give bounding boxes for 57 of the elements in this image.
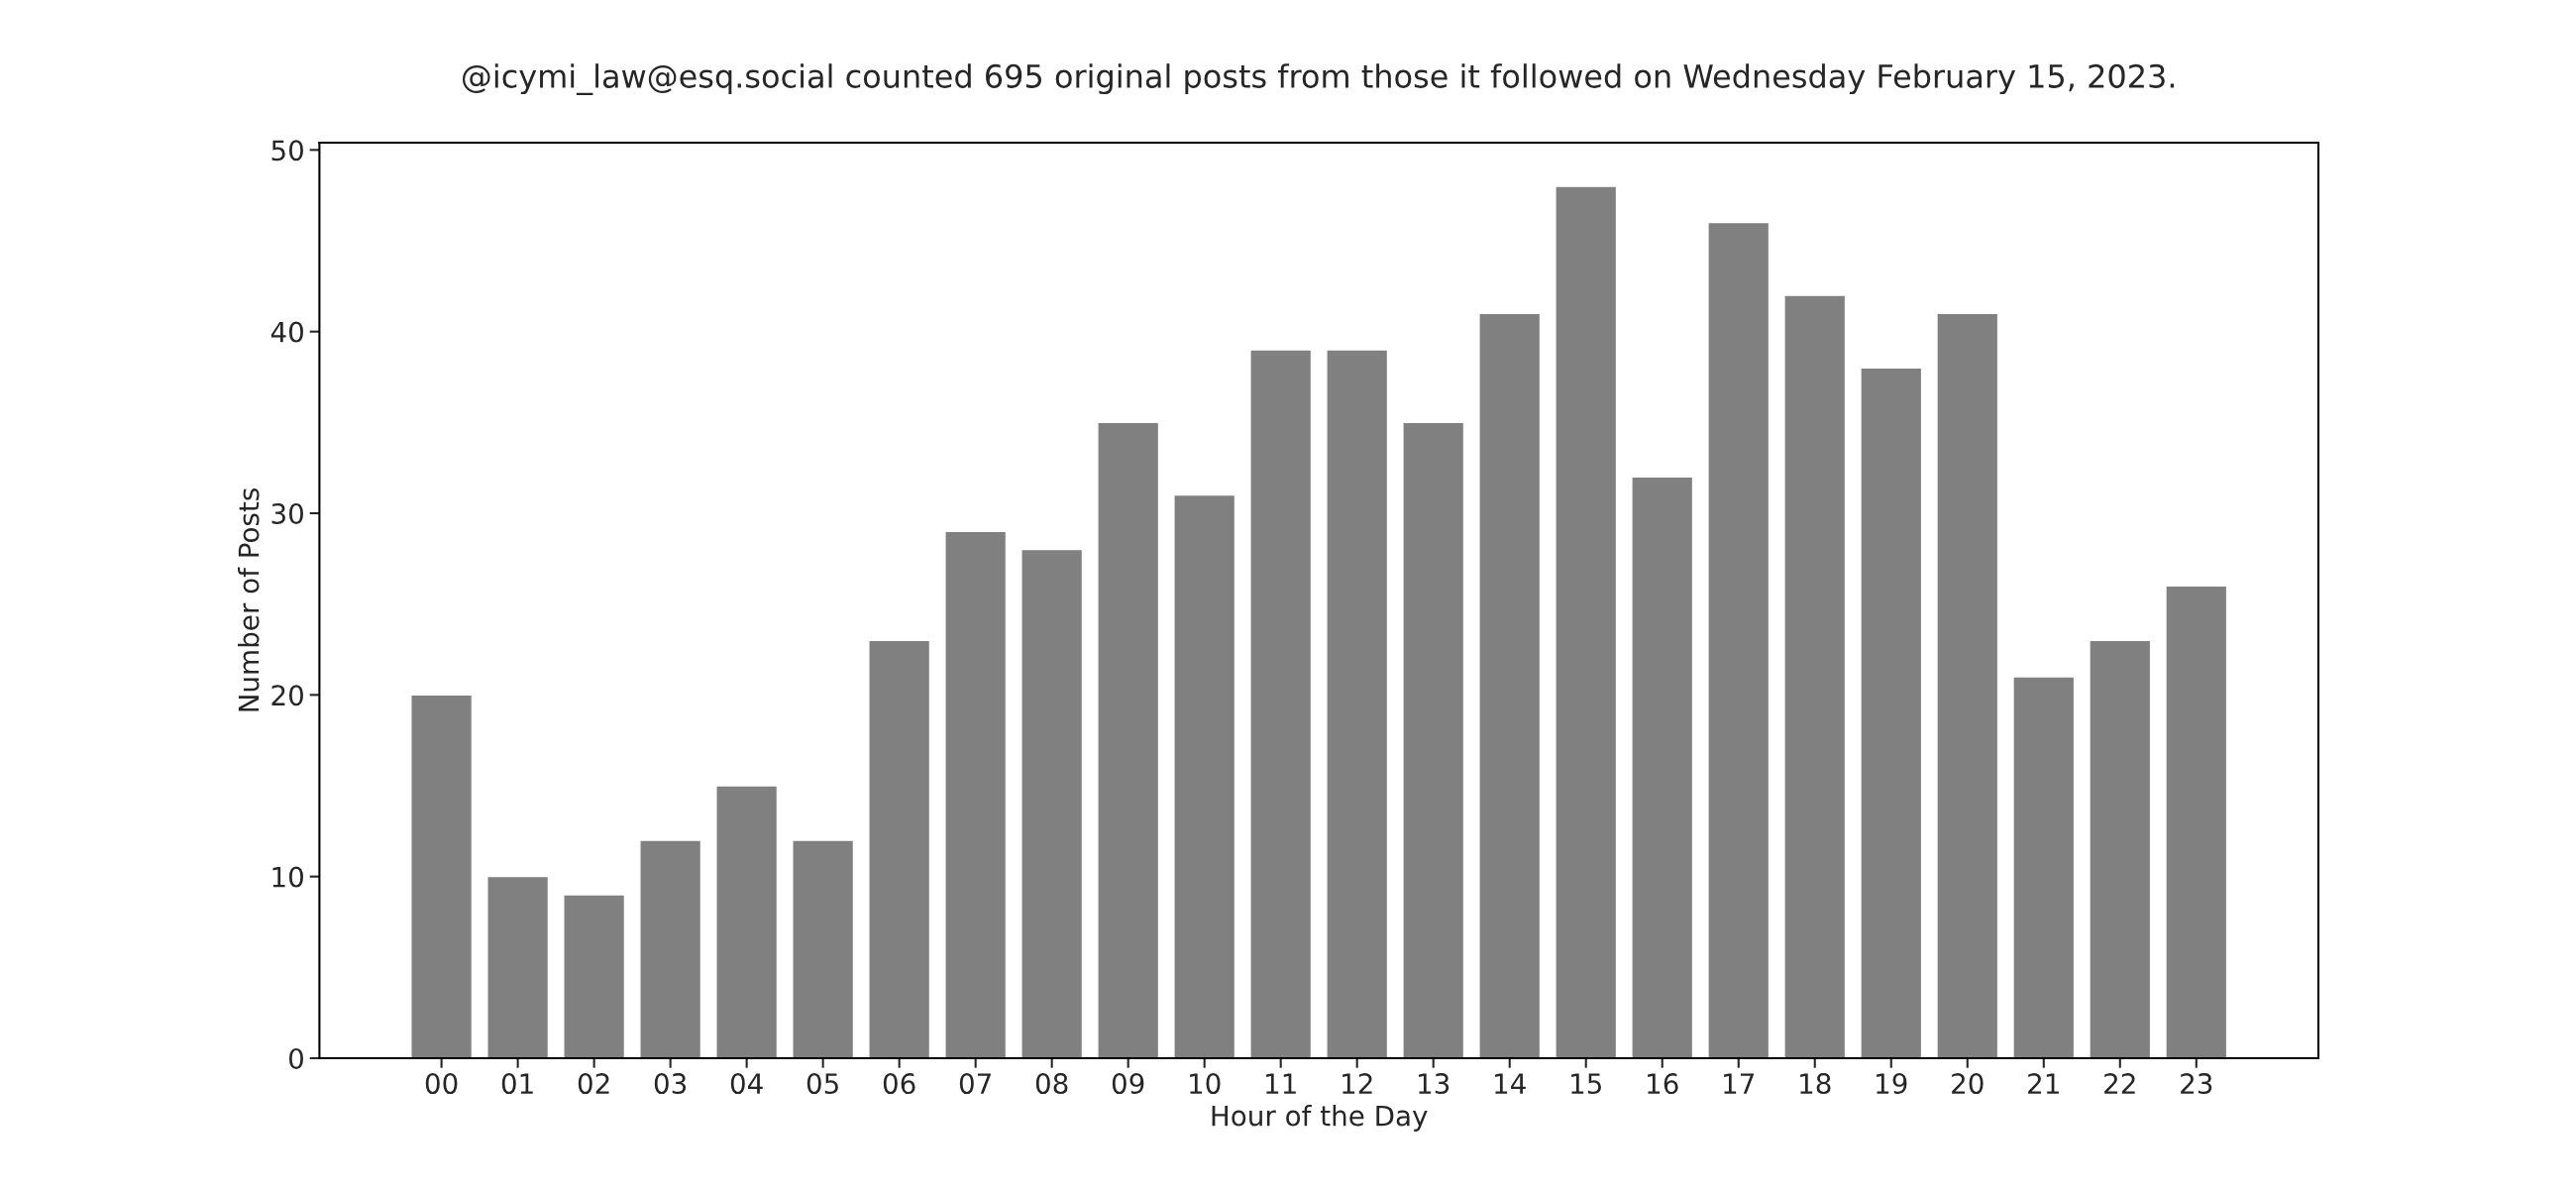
x-tick-label: 15 [1571, 1073, 1601, 1095]
x-tick-label: 03 [654, 1073, 687, 1095]
bar [1402, 421, 1465, 1058]
bar [1783, 294, 1847, 1058]
bar [1707, 221, 1771, 1058]
bar [792, 839, 855, 1058]
x-tick-label: 19 [1877, 1073, 1907, 1095]
x-tick-label: 10 [1190, 1073, 1221, 1095]
x-tick-label: 12 [1342, 1073, 1372, 1094]
x-tick-label: 17 [1724, 1073, 1755, 1094]
y-tick-label: 40 [270, 321, 303, 343]
x-tick-label: 22 [2104, 1073, 2135, 1094]
x-tick-label: 23 [2181, 1073, 2212, 1095]
x-tick-label: 11 [1266, 1073, 1296, 1094]
bar [2165, 585, 2228, 1058]
y-axis-title: Number of Posts [238, 488, 260, 711]
y-tick-label: 30 [271, 502, 303, 524]
x-tick-label: 21 [2028, 1073, 2059, 1094]
x-tick-label: 00 [425, 1073, 458, 1095]
bar [1936, 312, 1999, 1058]
chart-title: @icymi_law@esq.social counted 695 original posts from those it followed on Wednesday February 15, 2023. [462, 63, 2175, 95]
x-tick-label: 06 [883, 1073, 915, 1095]
x-tick-label: 02 [578, 1073, 609, 1095]
x-tick-label: 16 [1648, 1073, 1678, 1095]
bar [1097, 421, 1160, 1058]
bar [1249, 349, 1313, 1058]
bar [639, 839, 702, 1058]
y-tick-label: 20 [271, 685, 303, 706]
bar [1860, 367, 1923, 1058]
x-axis-title: Hour of the Day [1212, 1105, 1428, 1132]
x-tick-label: 18 [1800, 1073, 1831, 1095]
bar [944, 530, 1008, 1058]
x-tick-label: 14 [1495, 1073, 1526, 1094]
bar [2012, 676, 2076, 1058]
x-tick-label: 04 [730, 1073, 763, 1095]
bar [2089, 639, 2152, 1058]
bar [1631, 476, 1694, 1058]
x-tick-label: 08 [1035, 1073, 1068, 1095]
x-tick-label: 05 [806, 1073, 838, 1095]
y-tick-label: 50 [271, 140, 303, 162]
bar [1555, 185, 1618, 1058]
bar [868, 639, 931, 1058]
bar [1326, 349, 1389, 1058]
bar [410, 694, 474, 1058]
x-tick-label: 01 [501, 1073, 533, 1095]
y-tick-label: 10 [272, 866, 303, 888]
bar [1478, 312, 1542, 1058]
bar [1173, 493, 1236, 1058]
y-tick-label: 0 [288, 1047, 303, 1069]
bar [563, 894, 626, 1058]
bar [1020, 548, 1084, 1058]
x-tick-label: 09 [1112, 1073, 1144, 1095]
bar [486, 875, 550, 1058]
x-tick-label: 20 [1952, 1073, 1984, 1095]
bar [715, 785, 779, 1058]
x-tick-label: 13 [1419, 1073, 1449, 1095]
x-tick-label: 07 [959, 1073, 991, 1095]
